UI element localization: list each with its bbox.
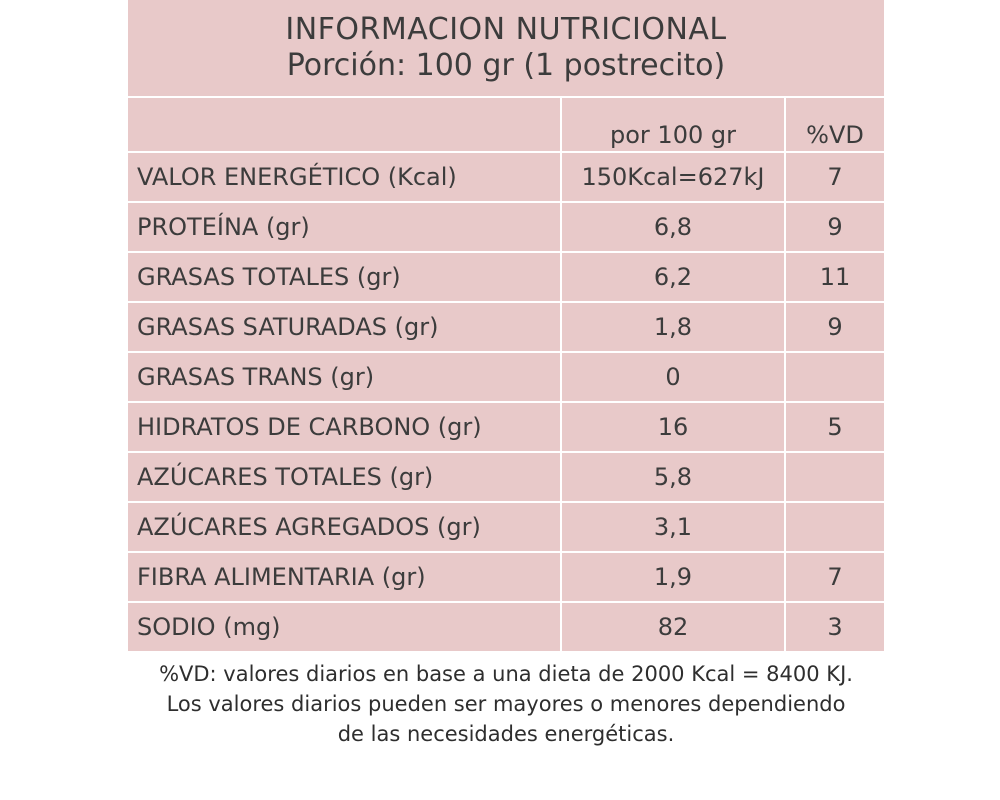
table-row: PROTEÍNA (gr) 6,8 9 — [128, 201, 884, 253]
nutrient-name: VALOR ENERGÉTICO (Kcal) — [128, 151, 562, 203]
table-row: HIDRATOS DE CARBONO (gr) 16 5 — [128, 401, 884, 453]
nutrient-vd — [784, 451, 884, 503]
nutrient-vd: 5 — [784, 401, 884, 453]
footnote-line: Los valores diarios pueden ser mayores o… — [166, 692, 846, 716]
nutrient-name: FIBRA ALIMENTARIA (gr) — [128, 551, 562, 603]
nutrient-name: GRASAS TRANS (gr) — [128, 351, 562, 403]
nutrition-table: por 100 gr %VD VALOR ENERGÉTICO (Kcal) 1… — [128, 98, 884, 653]
nutrient-name: SODIO (mg) — [128, 601, 562, 653]
footnote-line: %VD: valores diarios en base a una dieta… — [159, 662, 853, 686]
nutrient-name: PROTEÍNA (gr) — [128, 201, 562, 253]
nutrient-value: 1,9 — [560, 551, 786, 603]
label-title: INFORMACION NUTRICIONAL — [285, 12, 727, 47]
nutrient-value: 3,1 — [560, 501, 786, 553]
nutrient-vd: 11 — [784, 251, 884, 303]
column-header-per-100g: por 100 gr — [560, 98, 786, 153]
nutrient-name: HIDRATOS DE CARBONO (gr) — [128, 401, 562, 453]
nutrient-value: 16 — [560, 401, 786, 453]
nutrient-vd — [784, 501, 884, 553]
nutrient-vd: 3 — [784, 601, 884, 653]
footnote-line: de las necesidades energéticas. — [337, 722, 675, 746]
footnote: %VD: valores diarios en base a una dieta… — [128, 659, 884, 749]
table-row: GRASAS TRANS (gr) 0 — [128, 351, 884, 403]
table-row: GRASAS TOTALES (gr) 6,2 11 — [128, 251, 884, 303]
nutrient-vd: 9 — [784, 201, 884, 253]
table-row: SODIO (mg) 82 3 — [128, 601, 884, 653]
column-header-vd: %VD — [784, 98, 884, 153]
nutrient-value: 5,8 — [560, 451, 786, 503]
nutrient-value: 82 — [560, 601, 786, 653]
nutrient-value: 6,8 — [560, 201, 786, 253]
label-header: INFORMACION NUTRICIONAL Porción: 100 gr … — [128, 0, 884, 98]
nutrient-value: 6,2 — [560, 251, 786, 303]
serving-size: Porción: 100 gr (1 postrecito) — [286, 48, 726, 83]
nutrient-value: 1,8 — [560, 301, 786, 353]
table-row: VALOR ENERGÉTICO (Kcal) 150Kcal=627kJ 7 — [128, 151, 884, 203]
nutrient-value: 150Kcal=627kJ — [560, 151, 786, 203]
column-header-nutrient — [128, 98, 562, 153]
nutrient-value: 0 — [560, 351, 786, 403]
table-row: AZÚCARES AGREGADOS (gr) 3,1 — [128, 501, 884, 553]
nutrient-name: AZÚCARES TOTALES (gr) — [128, 451, 562, 503]
nutrient-name: AZÚCARES AGREGADOS (gr) — [128, 501, 562, 553]
nutrient-name: GRASAS SATURADAS (gr) — [128, 301, 562, 353]
nutrient-vd: 9 — [784, 301, 884, 353]
nutrient-vd: 7 — [784, 551, 884, 603]
table-row: FIBRA ALIMENTARIA (gr) 1,9 7 — [128, 551, 884, 603]
table-row: GRASAS SATURADAS (gr) 1,8 9 — [128, 301, 884, 353]
nutrient-vd: 7 — [784, 151, 884, 203]
nutrition-label: INFORMACION NUTRICIONAL Porción: 100 gr … — [128, 0, 884, 749]
nutrient-name: GRASAS TOTALES (gr) — [128, 251, 562, 303]
table-header-row: por 100 gr %VD — [128, 98, 884, 153]
table-row: AZÚCARES TOTALES (gr) 5,8 — [128, 451, 884, 503]
nutrient-vd — [784, 351, 884, 403]
